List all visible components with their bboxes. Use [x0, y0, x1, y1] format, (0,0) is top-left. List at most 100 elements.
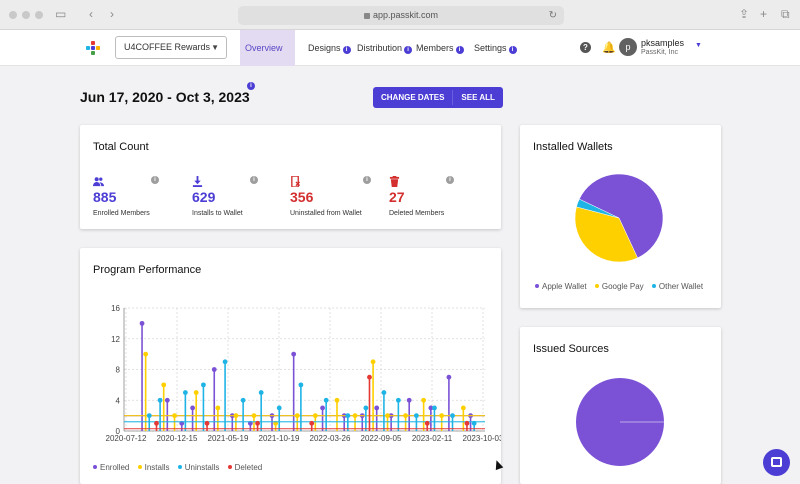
data-point-enrolled [164, 397, 170, 403]
forward-icon[interactable]: › [110, 7, 114, 21]
tab-overview[interactable]: Overview i [240, 30, 295, 90]
data-point-uninstalls [381, 390, 387, 395]
chevron-down-icon: ▼ [211, 43, 219, 52]
info-icon[interactable]: i [455, 46, 464, 54]
data-point-installs [251, 413, 257, 419]
tab-members-label: Members [416, 43, 454, 53]
tab-designs-label: Designs [308, 43, 341, 53]
total-count-card: Total Count 885 Enrolled Members i 629 I… [80, 125, 501, 229]
legend-item-other-wallet[interactable]: Other Wallet [651, 282, 703, 291]
data-point-enrolled [291, 351, 297, 357]
x-tick-label: 2020-12-15 [157, 434, 198, 443]
x-tick-label: 2023-02-11 [412, 434, 453, 443]
data-point-deleted [464, 420, 470, 426]
data-point-enrolled [190, 405, 195, 411]
tab-distribution[interactable]: Distribution i [352, 30, 417, 66]
performance-chart: 0 4 8 12 16 2020-07-12 2020-12-15 2021-05-19 202… [106, 304, 501, 443]
app-header: U4COFFEE Rewards ▼ Overviewi Designs i Di… [0, 30, 800, 90]
sidebar-toggle-icon[interactable]: ▭ [55, 7, 67, 21]
info-icon[interactable]: i [342, 46, 351, 54]
installed-wallets-title: Installed Wallets [533, 141, 613, 153]
data-point-uninstalls [298, 382, 304, 388]
info-icon[interactable]: i [508, 46, 517, 54]
trash-icon [389, 176, 400, 187]
url-text: app.passkit.com [372, 10, 439, 20]
stat-value: 27 [389, 189, 405, 205]
data-point-uninstalls [258, 390, 264, 395]
data-point-deleted [309, 420, 315, 426]
new-tab-icon[interactable]: + [760, 7, 768, 21]
user-name[interactable]: pksamples [641, 38, 685, 48]
info-icon[interactable]: i [363, 176, 371, 184]
date-range: Jun 17, 2020 - Oct 3, 2023 [80, 89, 250, 105]
legend-label: Uninstalls [184, 463, 220, 472]
browser-toolbar: ▭ ‹ › app.passkit.com ↻ ⇪ + ⧉ [0, 0, 800, 30]
y-tick-label: 16 [111, 304, 120, 313]
data-point-installs [439, 413, 445, 419]
data-point-deleted [204, 420, 210, 426]
info-icon[interactable]: i [151, 176, 159, 184]
legend-dot [651, 284, 656, 288]
y-tick-label: 0 [116, 427, 121, 436]
chat-icon [771, 457, 782, 467]
avatar[interactable]: p [619, 38, 637, 56]
data-point-deleted [367, 374, 372, 380]
passkit-logo-icon[interactable] [86, 41, 100, 55]
zoom-window-icon[interactable] [35, 11, 43, 19]
info-icon[interactable]: i [247, 82, 255, 90]
data-point-uninstalls [414, 413, 419, 419]
lock-icon [363, 13, 370, 19]
legend-item-installs[interactable]: Installs [137, 463, 170, 472]
data-point-enrolled [428, 405, 434, 411]
address-bar[interactable]: app.passkit.com ↻ [238, 6, 564, 25]
tab-settings-label: Settings [474, 43, 507, 53]
close-window-icon[interactable] [9, 11, 17, 19]
data-point-uninstalls [276, 405, 282, 411]
help-icon[interactable]: ? [580, 42, 591, 53]
data-point-uninstalls [240, 397, 246, 403]
tab-settings[interactable]: Settings i [469, 30, 522, 66]
stat-label: Enrolled Members [93, 210, 150, 217]
y-tick-label: 12 [111, 335, 120, 344]
issued-sources-chart [576, 378, 664, 466]
info-icon[interactable]: i [250, 176, 258, 184]
legend-item-apple-wallet[interactable]: Apple Wallet [535, 282, 587, 291]
back-icon[interactable]: ‹ [89, 7, 93, 21]
program-performance-title: Program Performance [93, 264, 202, 276]
info-icon[interactable]: i [404, 46, 413, 54]
legend-item-enrolled[interactable]: Enrolled [93, 463, 129, 472]
reload-icon[interactable]: ↻ [548, 10, 557, 21]
legend-item-google-pay[interactable]: Google Pay [594, 282, 644, 291]
tab-overview-label: Overview [245, 43, 283, 53]
legend-item-deleted[interactable]: Deleted [227, 463, 262, 472]
legend-dot [177, 465, 182, 469]
info-icon[interactable]: i [446, 176, 454, 184]
share-icon[interactable]: ⇪ [739, 7, 750, 21]
chat-launcher-button[interactable] [763, 449, 790, 476]
issued-sources-title: Issued Sources [533, 343, 609, 355]
tab-overview-icon[interactable]: ⧉ [781, 7, 790, 21]
tab-designs[interactable]: Designs i [303, 30, 356, 66]
uninstall-phone-icon [291, 176, 301, 187]
tab-members[interactable]: Members i [411, 30, 469, 66]
total-count-title: Total Count [93, 141, 149, 153]
program-select[interactable]: U4COFFEE Rewards ▼ [115, 36, 227, 59]
data-point-installs [143, 351, 149, 357]
tab-distribution-label: Distribution [357, 43, 403, 53]
bell-icon[interactable]: 🔔 [602, 42, 616, 54]
data-point-uninstalls [345, 413, 351, 419]
members-icon [93, 177, 104, 187]
legend-label: Google Pay [601, 282, 644, 291]
y-tick-label: 4 [116, 396, 121, 405]
see-all-button[interactable]: SEE ALL [461, 93, 495, 102]
stat-label: Uninstalled from Wallet [290, 210, 362, 217]
x-tick-label: 2021-10-19 [259, 434, 300, 443]
user-menu-chevron-icon[interactable]: ▼ [695, 42, 702, 49]
change-dates-button[interactable]: CHANGE DATES [381, 93, 445, 102]
data-point-enrolled [406, 397, 412, 403]
data-point-installs [403, 413, 408, 419]
legend-item-uninstalls[interactable]: Uninstalls [177, 463, 220, 472]
minimize-window-icon[interactable] [22, 11, 30, 19]
x-tick-label: 2021-05-19 [208, 434, 249, 443]
button-divider [452, 90, 454, 105]
